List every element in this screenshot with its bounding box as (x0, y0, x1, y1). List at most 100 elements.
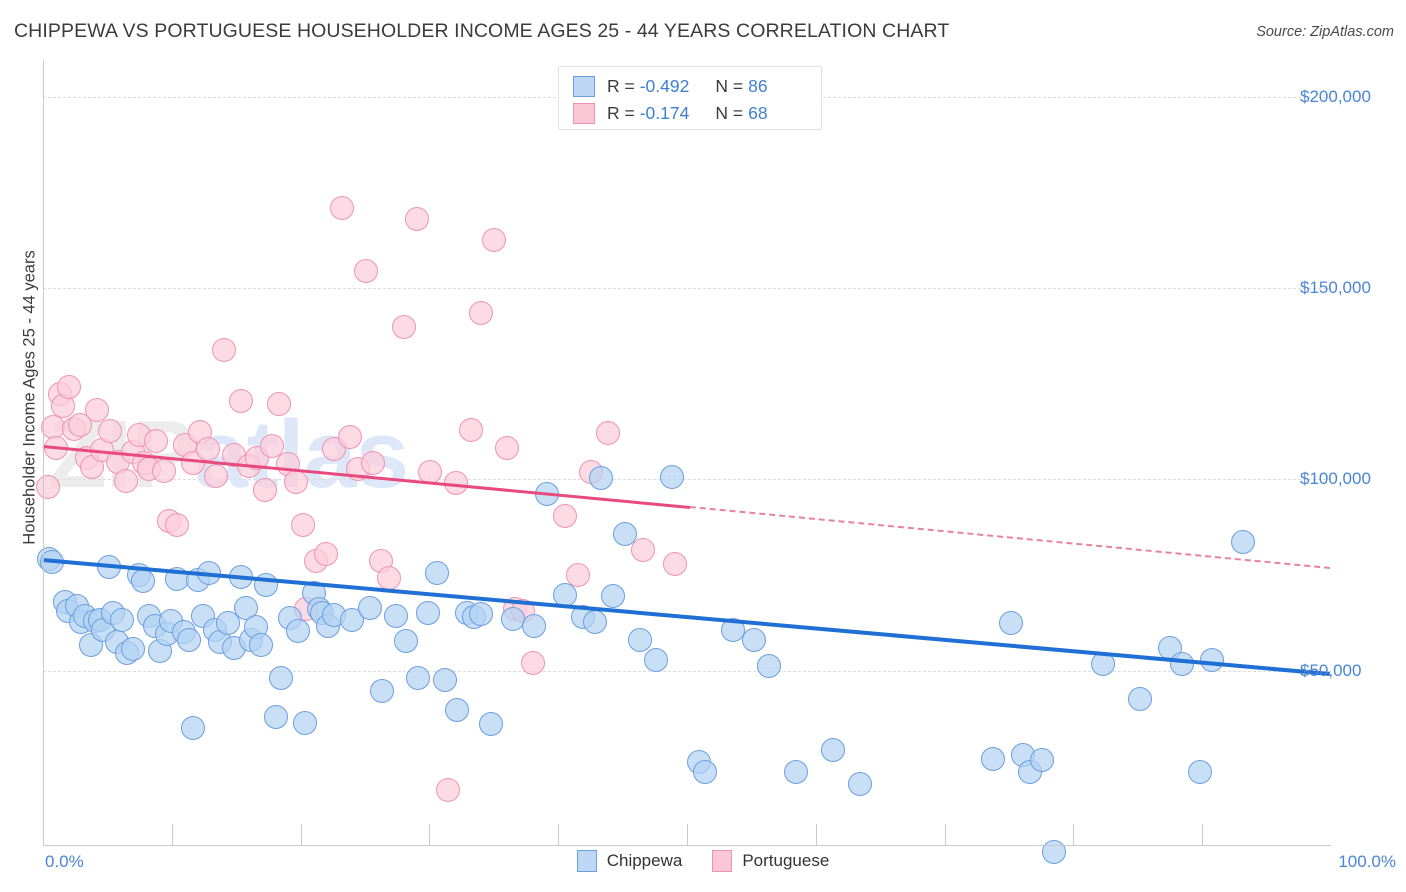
scatter-point-blue (286, 619, 310, 643)
scatter-point-blue (249, 633, 273, 657)
scatter-point-pink (436, 778, 460, 802)
scatter-point-pink (253, 478, 277, 502)
x-tick (816, 824, 817, 846)
scatter-point-blue (165, 567, 189, 591)
scatter-point-pink (330, 196, 354, 220)
x-tick (558, 824, 559, 846)
scatter-point-blue (1158, 636, 1182, 660)
scatter-point-pink (361, 451, 385, 475)
x-tick (1073, 824, 1074, 846)
scatter-point-pink (98, 419, 122, 443)
scatter-point-pink (444, 471, 468, 495)
swatch-portuguese-icon (573, 102, 595, 124)
chart-legend: Chippewa Portuguese (0, 850, 1406, 872)
scatter-point-blue (131, 569, 155, 593)
n-label-portuguese: N = (715, 102, 744, 123)
scatter-point-blue (97, 555, 121, 579)
scatter-point-pink (354, 259, 378, 283)
r-label-chippewa: R = (607, 75, 635, 96)
scatter-point-pink (663, 552, 687, 576)
y-axis-title: Householder Income Ages 25 - 44 years (20, 250, 39, 545)
scatter-point-pink (377, 566, 401, 590)
scatter-point-blue (589, 466, 613, 490)
scatter-point-blue (848, 772, 872, 796)
legend-label-chippewa: Chippewa (606, 851, 683, 870)
scatter-point-blue (999, 611, 1023, 635)
scatter-point-pink (338, 425, 362, 449)
scatter-point-pink (36, 475, 60, 499)
scatter-point-blue (110, 608, 134, 632)
scatter-point-blue (293, 711, 317, 735)
x-tick (687, 824, 688, 846)
r-value-portuguese: -0.174 (639, 102, 690, 123)
scatter-point-pink (291, 513, 315, 537)
scatter-point-pink (405, 207, 429, 231)
r-label-portuguese: R = (607, 102, 635, 123)
scatter-point-blue (40, 550, 64, 574)
scatter-point-pink (521, 651, 545, 675)
correlation-stats-box: R = -0.492 N = 86 R = -0.174 N = 68 (558, 66, 822, 130)
y-tick-label: $150,000 (1300, 278, 1371, 297)
scatter-point-blue (522, 614, 546, 638)
scatter-point-blue (384, 604, 408, 628)
scatter-point-pink (631, 538, 655, 562)
scatter-point-pink (204, 464, 228, 488)
scatter-point-pink (165, 513, 189, 537)
x-tick (429, 824, 430, 846)
scatter-point-blue (660, 465, 684, 489)
scatter-point-blue (229, 565, 253, 589)
scatter-point-blue (1188, 760, 1212, 784)
legend-swatch-portuguese-icon (712, 850, 733, 872)
scatter-point-blue (269, 666, 293, 690)
scatter-point-pink (482, 228, 506, 252)
scatter-point-blue (784, 760, 808, 784)
scatter-point-blue (583, 610, 607, 634)
scatter-point-pink (459, 418, 483, 442)
scatter-point-pink (418, 460, 442, 484)
stats-row-chippewa: R = -0.492 N = 86 (573, 73, 768, 99)
legend-item-portuguese[interactable]: Portuguese (712, 850, 829, 872)
scatter-point-blue (981, 747, 1005, 771)
x-axis-max-label: 100.0% (1338, 852, 1396, 871)
legend-label-portuguese: Portuguese (742, 851, 830, 870)
legend-item-chippewa[interactable]: Chippewa (576, 850, 683, 872)
y-axis-line (43, 60, 44, 846)
scatter-point-blue (264, 705, 288, 729)
gridline (43, 479, 1331, 480)
n-value-portuguese: 68 (748, 102, 768, 123)
scatter-point-pink (267, 392, 291, 416)
scatter-point-pink (57, 375, 81, 399)
y-tick-label: $200,000 (1300, 87, 1371, 106)
scatter-point-pink (469, 301, 493, 325)
scatter-point-blue (628, 628, 652, 652)
scatter-point-blue (1042, 840, 1066, 864)
scatter-point-blue (553, 583, 577, 607)
scatter-point-pink (144, 429, 168, 453)
r-value-chippewa: -0.492 (639, 75, 690, 96)
x-tick (1202, 824, 1203, 846)
scatter-point-pink (152, 459, 176, 483)
scatter-point-pink (114, 469, 138, 493)
scatter-point-pink (596, 421, 620, 445)
scatter-point-blue (601, 584, 625, 608)
scatter-point-pink (566, 563, 590, 587)
scatter-point-blue (370, 679, 394, 703)
scatter-point-blue (445, 698, 469, 722)
scatter-point-blue (1030, 748, 1054, 772)
x-tick (301, 824, 302, 846)
scatter-point-blue (1231, 530, 1255, 554)
scatter-point-pink (392, 315, 416, 339)
scatter-point-pink (44, 436, 68, 460)
scatter-point-pink (229, 389, 253, 413)
x-tick (945, 824, 946, 846)
scatter-point-blue (1091, 652, 1115, 676)
x-axis-min-label: 0.0% (45, 852, 84, 871)
n-value-chippewa: 86 (748, 75, 768, 96)
scatter-point-blue (433, 668, 457, 692)
stats-row-portuguese: R = -0.174 N = 68 (573, 100, 768, 126)
scatter-point-pink (553, 504, 577, 528)
plot-area: ZIPatlas (36, 60, 1331, 864)
scatter-point-blue (535, 482, 559, 506)
scatter-point-pink (495, 436, 519, 460)
y-tick-label: $50,000 (1300, 661, 1362, 680)
